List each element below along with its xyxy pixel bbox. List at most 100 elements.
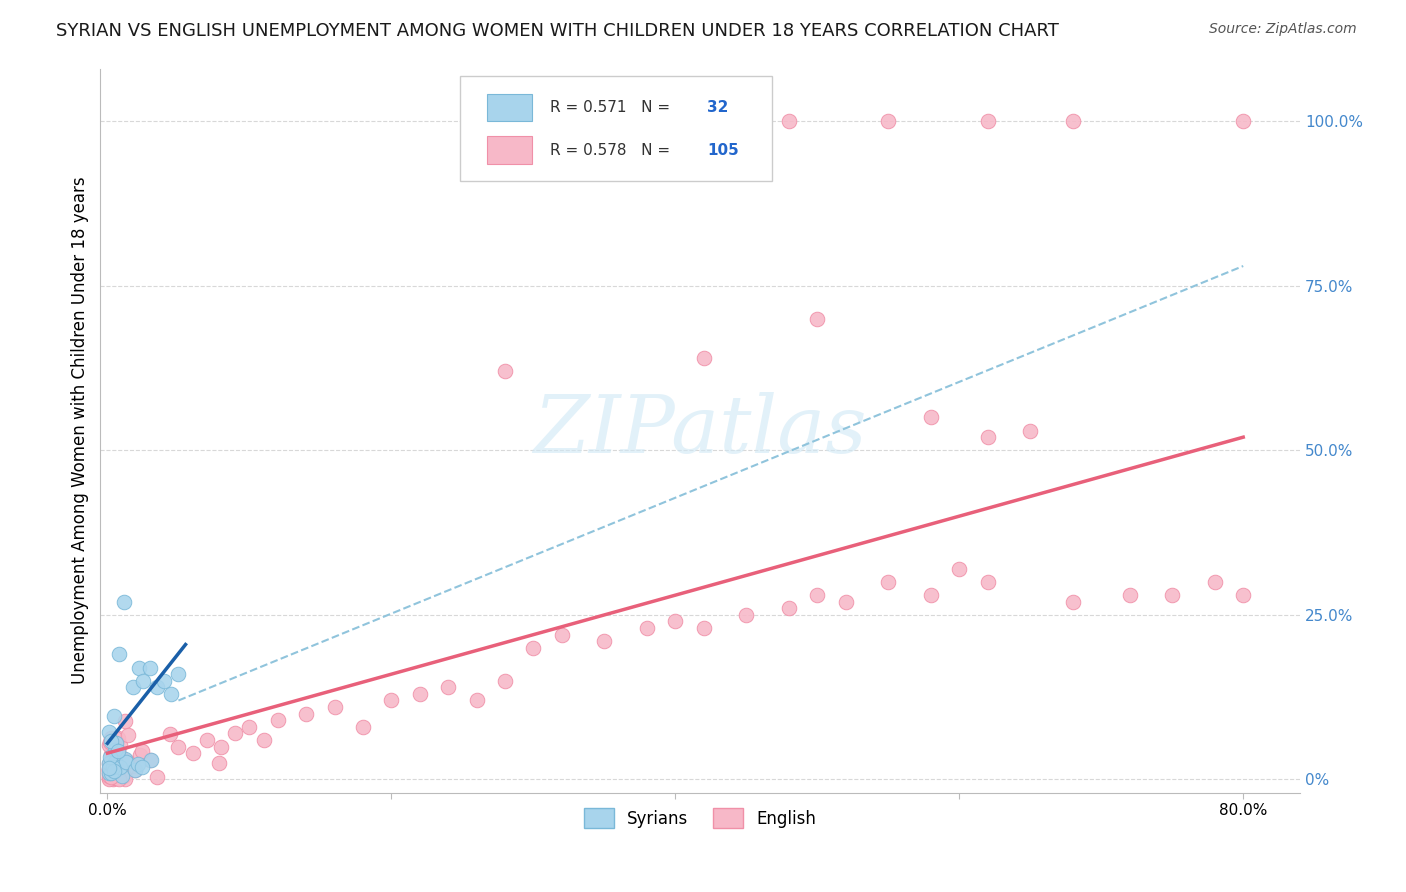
Point xyxy=(107,744,129,758)
Point xyxy=(114,714,136,729)
Point xyxy=(107,766,129,780)
Point xyxy=(806,311,828,326)
Point xyxy=(98,750,121,764)
Text: ZIPatlas: ZIPatlas xyxy=(533,392,868,469)
Point xyxy=(778,601,800,615)
Text: Source: ZipAtlas.com: Source: ZipAtlas.com xyxy=(1209,22,1357,37)
Point xyxy=(104,755,127,769)
Point xyxy=(121,759,143,773)
Point xyxy=(101,760,124,774)
Point xyxy=(122,681,145,695)
Point xyxy=(139,753,162,767)
Point xyxy=(97,769,120,783)
Point xyxy=(380,693,402,707)
Point xyxy=(103,771,125,785)
FancyBboxPatch shape xyxy=(460,76,772,181)
Point xyxy=(103,765,125,780)
Point xyxy=(104,767,127,781)
Point xyxy=(465,693,488,707)
Point xyxy=(104,768,127,782)
Point xyxy=(114,751,136,765)
Point xyxy=(976,574,998,589)
Point xyxy=(108,772,131,787)
Point xyxy=(159,727,181,741)
Point xyxy=(139,754,162,768)
Point xyxy=(107,756,129,771)
Point xyxy=(97,756,120,770)
Point xyxy=(139,660,162,674)
Point xyxy=(103,757,125,772)
Point xyxy=(97,765,120,780)
Point xyxy=(101,772,124,786)
Point xyxy=(693,621,716,635)
Point xyxy=(97,756,120,771)
Point xyxy=(97,761,120,775)
Point xyxy=(877,114,900,128)
Point xyxy=(117,728,139,742)
Point xyxy=(160,687,183,701)
Point xyxy=(209,739,232,754)
Text: 32: 32 xyxy=(707,100,728,115)
Point xyxy=(118,757,141,772)
Point xyxy=(97,772,120,787)
Point xyxy=(128,748,150,763)
Point xyxy=(103,709,125,723)
Point xyxy=(1062,114,1084,128)
Point xyxy=(208,756,231,770)
Text: R = 0.571   N =: R = 0.571 N = xyxy=(550,100,675,115)
Point xyxy=(146,681,169,695)
Point xyxy=(409,687,432,701)
Point xyxy=(1232,114,1254,128)
Point xyxy=(100,734,122,748)
Point xyxy=(114,595,136,609)
Point xyxy=(124,763,146,777)
Point xyxy=(153,673,176,688)
Point xyxy=(104,743,127,757)
Bar xyxy=(486,136,533,164)
Point xyxy=(522,640,544,655)
Point xyxy=(104,761,127,775)
Point xyxy=(101,764,124,778)
Point xyxy=(105,771,128,785)
Point xyxy=(115,754,138,768)
Point xyxy=(100,768,122,782)
Point xyxy=(114,772,136,787)
Point xyxy=(97,763,120,777)
Text: R = 0.578   N =: R = 0.578 N = xyxy=(550,143,675,158)
Y-axis label: Unemployment Among Women with Children Under 18 years: Unemployment Among Women with Children U… xyxy=(72,177,89,684)
Point xyxy=(110,757,132,772)
Text: 105: 105 xyxy=(707,143,740,158)
Point xyxy=(110,750,132,764)
Point xyxy=(167,667,190,681)
Point xyxy=(693,114,716,128)
Point xyxy=(267,713,290,727)
Text: SYRIAN VS ENGLISH UNEMPLOYMENT AMONG WOMEN WITH CHILDREN UNDER 18 YEARS CORRELAT: SYRIAN VS ENGLISH UNEMPLOYMENT AMONG WOM… xyxy=(56,22,1059,40)
Point xyxy=(551,628,574,642)
Point xyxy=(352,720,374,734)
Point xyxy=(976,430,998,444)
Point xyxy=(664,615,686,629)
Point xyxy=(104,759,127,773)
Point xyxy=(1062,595,1084,609)
Point xyxy=(97,771,120,785)
Point xyxy=(877,574,900,589)
Point xyxy=(920,410,942,425)
Point xyxy=(295,706,318,721)
Point xyxy=(735,607,758,622)
Point xyxy=(105,758,128,772)
Point xyxy=(110,764,132,779)
Point xyxy=(100,766,122,780)
Point xyxy=(167,739,190,754)
Point xyxy=(494,673,516,688)
Point xyxy=(112,769,135,783)
Point xyxy=(1204,574,1226,589)
Point xyxy=(103,751,125,765)
Point xyxy=(224,726,246,740)
Legend: Syrians, English: Syrians, English xyxy=(576,801,824,835)
Point xyxy=(948,562,970,576)
Point xyxy=(107,731,129,745)
Point xyxy=(105,736,128,750)
Point xyxy=(806,588,828,602)
Point xyxy=(146,770,169,784)
Point xyxy=(108,738,131,752)
